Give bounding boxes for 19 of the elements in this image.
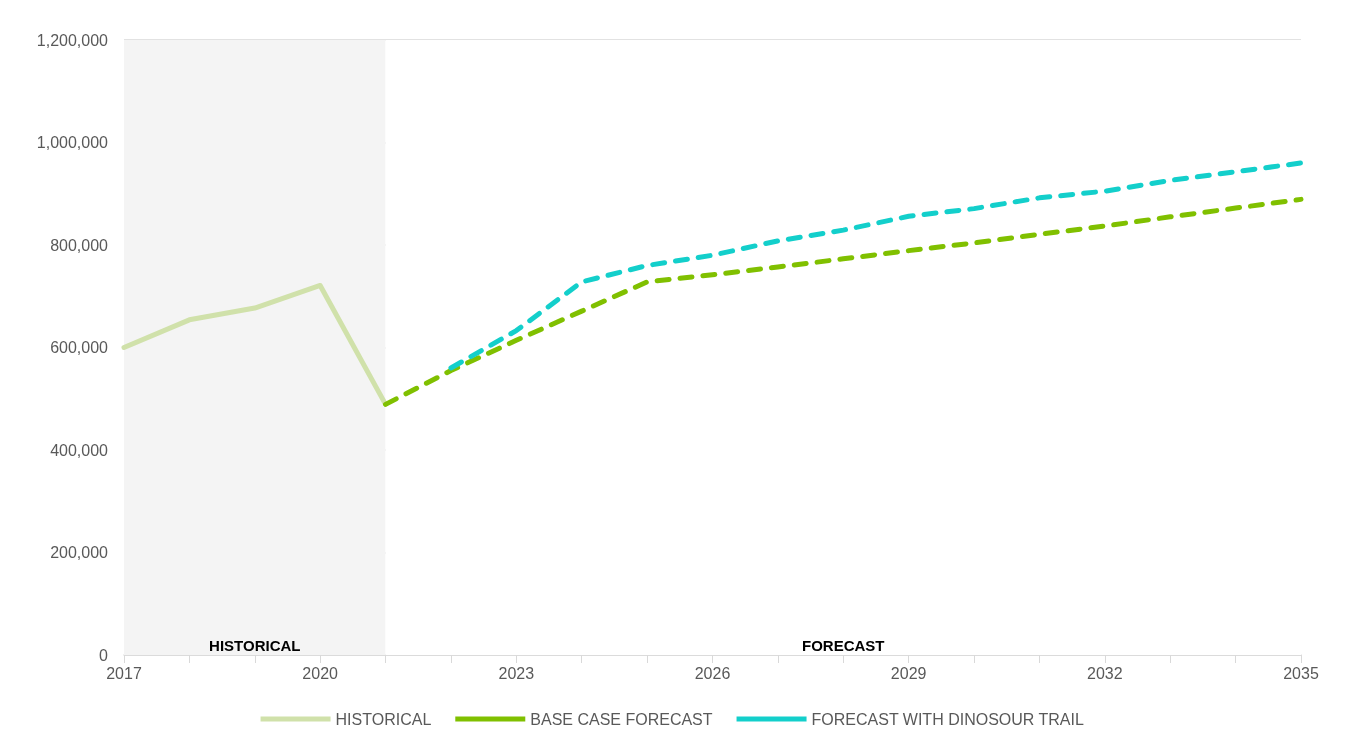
x-tick-label: 2020 [302, 664, 339, 682]
y-tick-label: 800,000 [50, 236, 109, 254]
band-label: HISTORICAL [209, 637, 301, 654]
x-tick-label: 2017 [106, 664, 142, 682]
band-label: FORECAST [802, 637, 885, 654]
y-tick-label: 600,000 [50, 339, 109, 356]
y-tick-label: 200,000 [50, 544, 109, 561]
legend-label: BASE CASE FORECAST [530, 710, 713, 728]
y-tick-label: 400,000 [50, 441, 109, 459]
y-tick-label: 1,000,000 [36, 134, 109, 151]
x-tick-label: 2026 [694, 664, 731, 682]
x-tick-label: 2032 [1087, 664, 1123, 682]
y-tick-label: 0 [99, 646, 109, 664]
x-tick-label: 2029 [890, 664, 927, 682]
x-tick-label: 2035 [1283, 664, 1319, 682]
legend-label: FORECAST WITH DINOSOUR TRAIL [811, 710, 1084, 728]
y-tick-label: 1,200,000 [36, 31, 109, 49]
x-tick-label: 2023 [498, 664, 535, 682]
legend-label: HISTORICAL [335, 710, 432, 728]
